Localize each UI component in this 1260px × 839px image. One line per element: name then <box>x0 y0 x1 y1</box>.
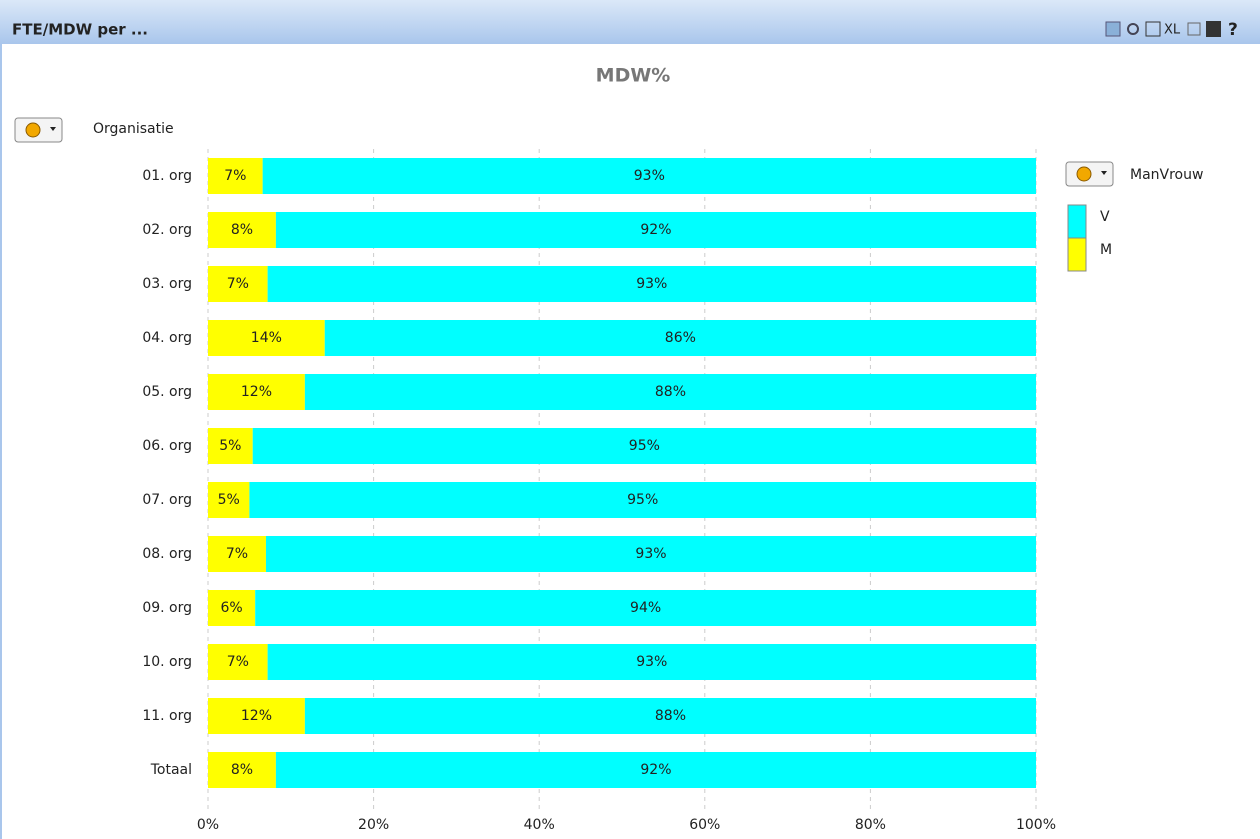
data-label: 7% <box>227 276 249 292</box>
y-tick-label: 05. org <box>142 384 192 400</box>
y-tick-label: 01. org <box>142 168 192 184</box>
bar-segment <box>304 698 1037 734</box>
bar-segment <box>275 212 1036 248</box>
bar-segment <box>275 752 1036 788</box>
data-label: 7% <box>226 546 248 562</box>
y-tick-label: 06. org <box>142 438 192 454</box>
bar-segment <box>265 536 1037 572</box>
x-tick-label: 0% <box>197 817 219 833</box>
data-label: 95% <box>629 438 660 454</box>
bar-segment <box>208 644 268 680</box>
chart-title: MDW% <box>596 65 671 87</box>
legend-swatch <box>1067 237 1087 272</box>
data-label: 8% <box>231 222 253 238</box>
data-label: 12% <box>241 708 272 724</box>
y-tick-label: 10. org <box>142 654 192 670</box>
bar-segment <box>324 320 1036 356</box>
data-label: 5% <box>218 492 240 508</box>
bar-segment <box>252 428 1036 464</box>
toolbar-help[interactable]: ? <box>1228 20 1238 40</box>
icon[interactable] <box>1105 21 1121 37</box>
legend-button[interactable] <box>1065 161 1114 187</box>
y-tick-label: 07. org <box>142 492 192 508</box>
data-label: 95% <box>627 492 658 508</box>
icon[interactable] <box>1206 21 1221 37</box>
data-label: 92% <box>640 222 671 238</box>
y-tick-label: 02. org <box>142 222 192 238</box>
data-label: 5% <box>219 438 241 454</box>
data-label: 12% <box>241 384 272 400</box>
icon[interactable] <box>1127 23 1139 35</box>
bar-segment <box>208 482 250 518</box>
toolbar: XL ? <box>1105 20 1238 40</box>
bar-segment <box>255 590 1037 626</box>
bar-segment <box>208 158 263 194</box>
x-tick-label: 60% <box>689 817 720 833</box>
bar-segment <box>267 644 1037 680</box>
bar-segment <box>208 212 276 248</box>
data-label: 94% <box>630 600 661 616</box>
bar-segment <box>249 482 1036 518</box>
data-label: 14% <box>251 330 282 346</box>
data-label: 7% <box>227 654 249 670</box>
axis-label: Organisatie <box>93 121 174 137</box>
bar-segment <box>208 698 305 734</box>
bar-segment <box>262 158 1036 194</box>
data-label: 88% <box>655 384 686 400</box>
legend-title: ManVrouw <box>1130 167 1203 183</box>
x-tick-label: 20% <box>358 817 389 833</box>
header-title: FTE/MDW per ... <box>12 21 148 39</box>
x-tick-label: 80% <box>855 817 886 833</box>
data-label: 93% <box>635 546 666 562</box>
data-label: 7% <box>224 168 246 184</box>
bar-segment <box>208 374 305 410</box>
header-bar <box>0 0 1260 44</box>
data-label: 88% <box>655 708 686 724</box>
data-label: 6% <box>220 600 242 616</box>
bar-segment <box>208 266 268 302</box>
bar-segment <box>208 320 325 356</box>
data-label: 93% <box>636 654 667 670</box>
bar-segment <box>267 266 1037 302</box>
legend-label: M <box>1100 242 1112 258</box>
data-label: 93% <box>636 276 667 292</box>
bar-segment <box>304 374 1037 410</box>
legend-label: V <box>1100 209 1110 225</box>
x-tick-label: 100% <box>1016 817 1056 833</box>
bar-segment <box>208 536 266 572</box>
y-tick-label: Totaal <box>150 762 192 778</box>
data-label: 93% <box>634 168 665 184</box>
y-tick-label: 03. org <box>142 276 192 292</box>
bar-segment <box>208 752 276 788</box>
y-tick-label: 08. org <box>142 546 192 562</box>
data-label: 86% <box>665 330 696 346</box>
y-tick-label: 09. org <box>142 600 192 616</box>
toolbar-xl[interactable]: XL <box>1164 23 1181 38</box>
x-tick-label: 40% <box>524 817 555 833</box>
y-tick-label: 04. org <box>142 330 192 346</box>
icon[interactable] <box>1145 21 1161 37</box>
y-tick-label: 11. org <box>142 708 192 724</box>
data-label: 8% <box>231 762 253 778</box>
icon[interactable] <box>1187 22 1201 36</box>
bar-segment <box>208 428 253 464</box>
data-label: 92% <box>640 762 671 778</box>
legend-swatch <box>1067 204 1087 239</box>
dimension-button[interactable] <box>14 117 63 143</box>
bar-segment <box>208 590 256 626</box>
